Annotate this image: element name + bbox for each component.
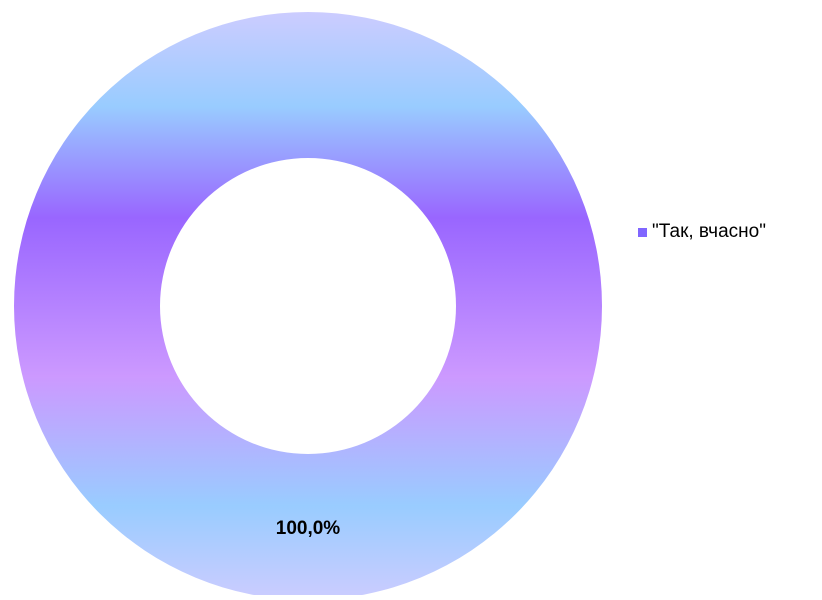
legend-label: "Так, вчасно" xyxy=(652,221,766,243)
data-label: 100,0% xyxy=(276,518,341,539)
donut-slice xyxy=(14,12,602,595)
chart-legend: "Так, вчасно" xyxy=(638,221,766,243)
legend-swatch xyxy=(638,228,647,237)
